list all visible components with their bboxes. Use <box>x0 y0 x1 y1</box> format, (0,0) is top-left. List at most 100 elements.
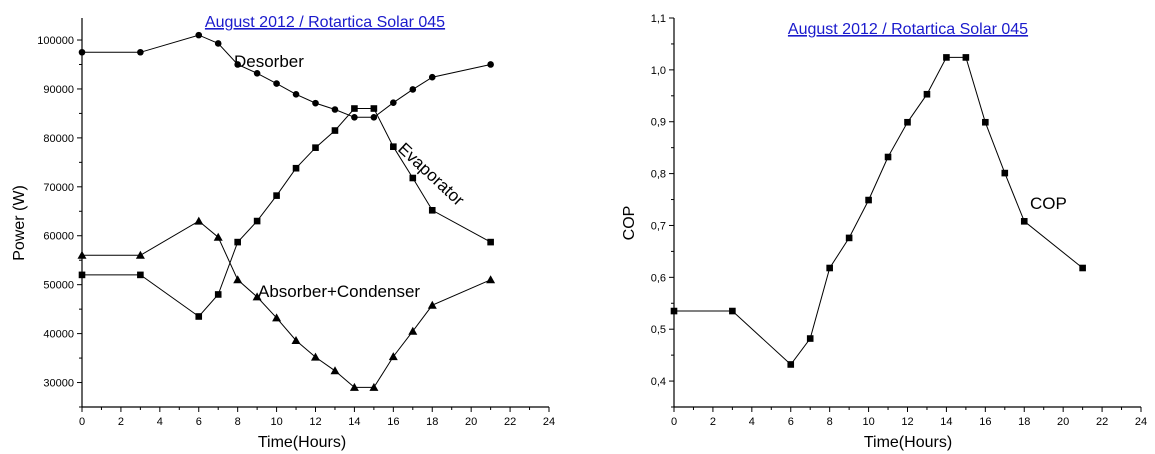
absorber-condenser-data-point <box>135 250 145 259</box>
cop-chart-y-tick-label: 0,9 <box>651 117 666 129</box>
desorber-data-point <box>253 69 261 77</box>
cop-chart-y-tick-label: 1,1 <box>651 13 666 25</box>
cop-chart-y-tick-label: 0,6 <box>651 272 666 284</box>
absorber-condenser-data-point <box>486 275 496 284</box>
power-chart-x-tick-label: 4 <box>157 416 163 428</box>
evaporator-data-point <box>214 291 222 298</box>
evaporator-series-line <box>82 108 491 318</box>
cop-data-point <box>1079 264 1086 272</box>
absorber-condenser-data-point <box>252 292 262 301</box>
desorber-data-point <box>273 80 280 87</box>
desorber-data-point <box>214 40 222 47</box>
evaporator-series-label: Evaporator <box>394 139 468 210</box>
power-chart-x-tick-label: 20 <box>465 416 477 428</box>
absorber-condenser-data-point <box>330 366 340 375</box>
desorber-data-point <box>331 106 339 113</box>
power-chart-y-tick-label: 60000 <box>43 231 74 243</box>
cop-chart-x-tick-label: 20 <box>1057 416 1069 428</box>
desorber-data-point <box>487 61 494 68</box>
cop-chart-x-tick-label: 12 <box>901 416 913 428</box>
power-chart-x-tick-label: 6 <box>196 416 202 428</box>
power-chart-y-tick-label: 30000 <box>43 378 74 390</box>
cop-chart-x-tick-label: 8 <box>827 416 833 428</box>
power-chart-x-axis-title: Time(Hours) <box>258 434 346 451</box>
evaporator-data-point <box>78 271 86 279</box>
absorber-condenser-data-point <box>427 300 437 309</box>
power-chart-y-axis-title: Power (W) <box>11 185 28 261</box>
cop-data-point <box>982 118 989 126</box>
evaporator-data-point <box>253 217 261 225</box>
desorber-data-point <box>195 31 203 39</box>
absorber-condenser-data-point <box>194 216 204 225</box>
cop-data-point <box>787 361 795 368</box>
cop-chart-x-axis-title: Time(Hours) <box>864 434 952 451</box>
power-chart-x-tick-label: 14 <box>348 416 360 428</box>
power-chart-y-tick-label: 90000 <box>43 84 74 96</box>
cop-chart-y-tick-label: 0,4 <box>651 376 666 388</box>
cop-chart-x-tick-label: 10 <box>862 416 874 428</box>
cop-data-point <box>826 264 833 272</box>
cop-chart-x-tick-label: 6 <box>788 416 794 428</box>
absorber-condenser-series-label: Absorber+Condenser <box>258 282 420 301</box>
desorber-data-point <box>351 114 358 121</box>
cop-data-point <box>962 54 970 61</box>
evaporator-data-point <box>195 313 203 320</box>
cop-data-point <box>729 307 736 315</box>
desorber-data-point <box>390 99 397 106</box>
power-chart-y-tick-label: 40000 <box>43 329 74 341</box>
cop-data-point <box>923 90 931 98</box>
cop-chart-y-tick-label: 0,7 <box>651 220 666 232</box>
absorber-condenser-data-point <box>349 382 359 391</box>
cop-data-point <box>806 335 814 342</box>
power-chart-series <box>77 31 496 391</box>
cop-chart-title: August 2012 / Rotartica Solar 045 <box>788 21 1028 38</box>
cop-chart-x-tick-label: 2 <box>710 416 716 428</box>
evaporator-data-point <box>273 192 280 199</box>
cop-chart-x-tick-label: 22 <box>1096 416 1108 428</box>
power-chart-x-tick-label: 12 <box>309 416 321 428</box>
evaporator-data-point <box>137 271 144 279</box>
power-chart-x-tick-label: 10 <box>270 416 282 428</box>
desorber-data-point <box>78 48 86 56</box>
evaporator-data-point <box>234 238 241 246</box>
power-chart-title: August 2012 / Rotartica Solar 045 <box>205 14 445 31</box>
cop-data-point <box>943 54 950 61</box>
cop-chart-ticks: 0 2 4 6 8 10 12 14 16 18 20 22 240,40,50,60,70,80,91… <box>651 13 1147 428</box>
absorber-condenser-data-point <box>291 336 301 344</box>
cop-data-point <box>1001 169 1009 177</box>
cop-chart-x-tick-label: 16 <box>979 416 991 428</box>
cop-chart-y-axis-title: COP <box>621 206 638 241</box>
evaporator-data-point <box>312 144 319 151</box>
cop-chart-axes <box>673 18 1141 408</box>
desorber-data-point <box>312 99 319 107</box>
cop-data-point <box>904 118 911 126</box>
cop-data-point <box>1020 218 1028 225</box>
desorber-data-point <box>428 73 436 81</box>
power-chart-x-tick-label: 22 <box>504 416 516 428</box>
cop-data-point <box>884 153 892 161</box>
cop-series-line <box>674 56 1083 366</box>
evaporator-data-point <box>409 174 417 182</box>
absorber-condenser-data-point <box>311 352 320 361</box>
desorber-series-label: Desorber <box>234 52 304 71</box>
desorber-series-line <box>82 34 491 118</box>
cop-data-point <box>865 196 872 204</box>
power-chart-axes <box>81 18 549 408</box>
cop-chart-x-tick-label: 18 <box>1018 416 1030 428</box>
absorber-condenser-data-point <box>213 232 223 241</box>
cop-chart-x-tick-label: 14 <box>940 416 952 428</box>
absorber-condenser-data-point <box>388 352 398 361</box>
absorber-condenser-data-point <box>77 250 87 259</box>
evaporator-data-point <box>351 105 358 112</box>
power-chart-x-tick-label: 0 <box>79 416 85 428</box>
evaporator-data-point <box>428 206 436 214</box>
evaporator-data-point <box>292 164 300 172</box>
absorber-condenser-data-point <box>369 382 379 391</box>
desorber-data-point <box>137 48 144 56</box>
cop-chart-series <box>670 54 1086 368</box>
evaporator-data-point <box>487 238 494 246</box>
absorber-condenser-data-point <box>272 313 282 322</box>
cop-chart-x-tick-label: 4 <box>749 416 755 428</box>
